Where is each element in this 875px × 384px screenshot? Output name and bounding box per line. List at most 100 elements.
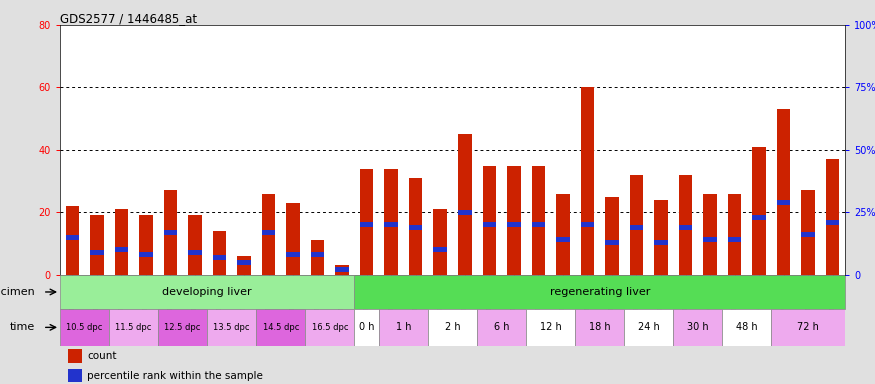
Bar	[384, 169, 398, 275]
Bar	[409, 178, 423, 275]
Bar	[654, 200, 668, 275]
Bar	[66, 235, 79, 240]
Bar	[606, 240, 619, 245]
Bar	[482, 222, 496, 227]
Bar	[66, 206, 79, 275]
Text: 18 h: 18 h	[589, 323, 611, 333]
Text: regenerating liver: regenerating liver	[550, 287, 650, 297]
Text: time: time	[10, 323, 36, 333]
Text: 16.5 dpc: 16.5 dpc	[312, 323, 348, 332]
Bar	[188, 250, 201, 255]
Text: 12 h: 12 h	[540, 323, 562, 333]
Bar	[507, 222, 521, 227]
Bar	[728, 237, 741, 242]
Bar	[624, 309, 673, 346]
Bar	[213, 255, 227, 260]
Bar	[679, 175, 692, 275]
Bar	[606, 197, 619, 275]
Bar	[286, 252, 300, 257]
Bar	[354, 309, 379, 346]
Bar	[654, 240, 668, 245]
Bar	[673, 309, 723, 346]
Bar	[428, 309, 477, 346]
Bar	[532, 222, 545, 227]
Bar	[575, 309, 624, 346]
Bar	[115, 247, 128, 252]
Bar	[188, 215, 201, 275]
Bar	[354, 275, 845, 309]
Bar	[409, 225, 423, 230]
Bar	[237, 260, 251, 265]
Bar	[164, 230, 177, 235]
Text: 0 h: 0 h	[359, 323, 374, 333]
Text: 13.5 dpc: 13.5 dpc	[214, 323, 250, 332]
Bar	[360, 169, 374, 275]
Bar	[68, 369, 82, 382]
Text: specimen: specimen	[0, 287, 36, 297]
Text: 12.5 dpc: 12.5 dpc	[164, 323, 201, 332]
Bar	[115, 209, 128, 275]
Bar	[433, 209, 447, 275]
Bar	[458, 210, 472, 215]
Text: 6 h: 6 h	[493, 323, 509, 333]
Bar	[90, 250, 103, 255]
Bar	[507, 166, 521, 275]
Bar	[679, 225, 692, 230]
Text: developing liver: developing liver	[163, 287, 252, 297]
Text: 14.5 dpc: 14.5 dpc	[262, 323, 299, 332]
Bar	[802, 232, 815, 237]
Bar	[802, 190, 815, 275]
Text: 10.5 dpc: 10.5 dpc	[66, 323, 102, 332]
Bar	[433, 247, 447, 252]
Bar	[68, 349, 82, 363]
Bar	[752, 147, 766, 275]
Text: 2 h: 2 h	[444, 323, 460, 333]
Bar	[630, 225, 643, 230]
Bar	[109, 309, 158, 346]
Bar	[360, 222, 374, 227]
Text: GDS2577 / 1446485_at: GDS2577 / 1446485_at	[60, 12, 197, 25]
Bar	[256, 309, 305, 346]
Text: 11.5 dpc: 11.5 dpc	[116, 323, 151, 332]
Bar	[556, 194, 570, 275]
Bar	[752, 215, 766, 220]
Bar	[723, 309, 772, 346]
Bar	[139, 252, 152, 257]
Text: percentile rank within the sample: percentile rank within the sample	[88, 371, 263, 381]
Bar	[777, 200, 790, 205]
Bar	[262, 230, 276, 235]
Bar	[482, 166, 496, 275]
Bar	[630, 175, 643, 275]
Bar	[532, 166, 545, 275]
Bar	[311, 252, 325, 257]
Bar	[704, 194, 717, 275]
Bar	[581, 222, 594, 227]
Bar	[213, 231, 227, 275]
Bar	[335, 265, 349, 275]
Text: count: count	[88, 351, 117, 361]
Bar	[526, 309, 575, 346]
Bar	[826, 159, 839, 275]
Bar	[139, 215, 152, 275]
Bar	[458, 134, 472, 275]
Bar	[207, 309, 256, 346]
Bar	[305, 309, 354, 346]
Text: 30 h: 30 h	[687, 323, 709, 333]
Bar	[384, 222, 398, 227]
Bar	[826, 220, 839, 225]
Bar	[60, 309, 109, 346]
Bar	[286, 203, 300, 275]
Bar	[262, 194, 276, 275]
Bar	[379, 309, 428, 346]
Bar	[60, 275, 354, 309]
Text: 24 h: 24 h	[638, 323, 660, 333]
Text: 1 h: 1 h	[396, 323, 411, 333]
Bar	[158, 309, 207, 346]
Bar	[556, 237, 570, 242]
Text: 72 h: 72 h	[797, 323, 819, 333]
Bar	[772, 309, 845, 346]
Bar	[164, 190, 177, 275]
Bar	[704, 237, 717, 242]
Bar	[777, 109, 790, 275]
Bar	[335, 267, 349, 272]
